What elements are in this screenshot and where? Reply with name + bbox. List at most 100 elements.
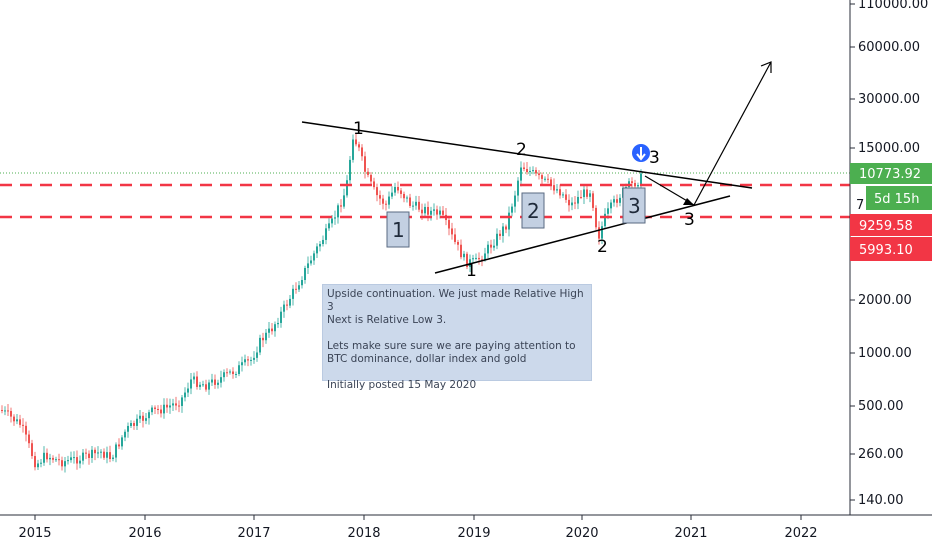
candle-body (199, 384, 201, 387)
plot-area[interactable] (0, 0, 850, 515)
candle-body (406, 197, 408, 199)
candle-body (25, 425, 27, 435)
candle-body (301, 280, 303, 286)
candle-body (118, 444, 120, 447)
candle-body (76, 457, 78, 464)
candle-body (601, 226, 603, 239)
price-axis[interactable]: 110000.00 60000.00 30000.00 15000.00 2000.00… (850, 0, 928, 508)
candle-body (115, 444, 117, 458)
candle-body (43, 452, 45, 463)
upper-trendline[interactable] (301, 121, 753, 189)
price-tick-label: 60000.00 (858, 40, 920, 55)
candle-body (400, 190, 402, 194)
note-annotation[interactable]: Upside continuation. We just made Relati… (322, 284, 592, 391)
candle-body (166, 404, 168, 408)
candle-body (73, 457, 75, 459)
candle-body (154, 407, 156, 409)
candle-body (13, 416, 15, 422)
candle-body (487, 244, 489, 254)
last-price-tag (850, 163, 932, 184)
candle-body (46, 452, 48, 460)
candle-body (250, 359, 252, 361)
candle-body (205, 384, 207, 390)
candle-body (331, 218, 333, 224)
time-axis[interactable]: 2015 2016 2017 2018 2019 2020 2021 2022 (18, 515, 818, 541)
candle-body (403, 193, 405, 199)
candle-body (244, 359, 246, 363)
candle-body (289, 298, 291, 306)
time-tick-label: 2021 (674, 526, 707, 541)
candle-body (418, 201, 420, 210)
candle-body (19, 419, 21, 425)
lower-trendline[interactable] (434, 195, 731, 274)
candle-body (454, 234, 456, 242)
candle-body (409, 197, 411, 206)
candle-body (511, 206, 513, 213)
box-3[interactable] (622, 187, 646, 224)
box-2-label: 2 (527, 199, 540, 223)
candle-body (478, 257, 480, 260)
candle-body (616, 199, 618, 203)
candle-body (151, 407, 153, 413)
candle-body (634, 182, 636, 187)
candle-body (295, 288, 297, 290)
candle-body (28, 434, 30, 444)
candle-body (430, 210, 432, 215)
candle-body (484, 253, 486, 260)
countdown-value: 5d 15h (874, 192, 919, 207)
candle-body (466, 253, 468, 267)
candle-body (256, 352, 258, 358)
projection-up-arrow[interactable] (693, 61, 772, 206)
candle-body (106, 452, 108, 458)
box-1[interactable] (386, 211, 410, 248)
candle-body (313, 253, 315, 261)
candle-body (370, 174, 372, 182)
wave-high-2-label: 2 (516, 140, 527, 160)
candle-body (130, 423, 132, 426)
arrow-down-circle-icon[interactable] (632, 144, 650, 162)
candle-body (223, 372, 225, 378)
candle-body (322, 239, 324, 245)
candle-body (490, 244, 492, 248)
candle-body (475, 257, 477, 259)
note-line-1: Upside continuation. We just made Relati… (327, 288, 584, 313)
candle-body (88, 453, 90, 458)
candle-body (226, 372, 228, 374)
candle-body (346, 180, 348, 196)
candle-body (262, 337, 264, 341)
candle-body (4, 410, 6, 412)
candle-body (247, 359, 249, 361)
candle-body (49, 457, 51, 460)
level-upper-tag (850, 214, 932, 236)
candle-body (85, 452, 87, 454)
candle-body (439, 210, 441, 215)
wave-high-3-label: 3 (649, 148, 660, 168)
candle-body (415, 201, 417, 206)
candle-body (562, 194, 564, 196)
candle-body (472, 258, 474, 260)
candle-body (82, 452, 84, 461)
candle-body (112, 457, 114, 460)
candle-body (637, 185, 639, 187)
candle-body (172, 403, 174, 406)
candle-body (283, 304, 285, 312)
time-tick-label: 2019 (457, 526, 490, 541)
candle-body (625, 186, 627, 188)
price-tick-label: 30000.00 (858, 92, 920, 107)
candle-body (349, 159, 351, 181)
candle-body (508, 212, 510, 230)
candle-body (157, 408, 159, 410)
candle-body (139, 415, 141, 419)
candle-body (325, 228, 327, 240)
candle-body (337, 205, 339, 218)
candle-body (457, 241, 459, 245)
time-tick-label: 2017 (237, 526, 270, 541)
candle-body (235, 374, 237, 376)
candle-body (178, 405, 180, 407)
candle-body (361, 147, 363, 157)
box-2[interactable] (521, 192, 545, 229)
candle-body (271, 328, 273, 332)
candle-body (238, 365, 240, 375)
candle-body (232, 371, 234, 375)
